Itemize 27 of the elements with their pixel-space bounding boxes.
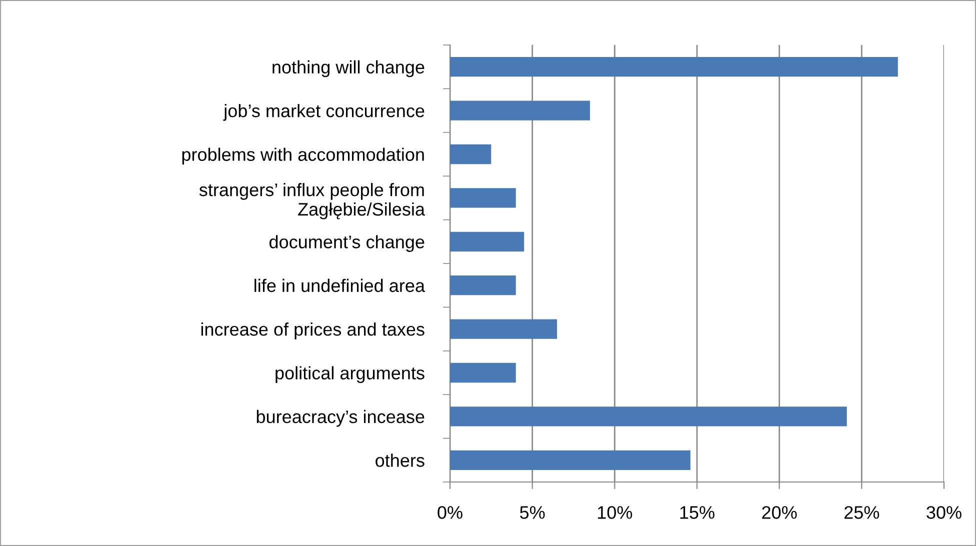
y-tick-label: increase of prices and taxes (201, 322, 424, 340)
bar (450, 406, 847, 426)
y-tick-label: others (376, 454, 424, 467)
x-tick-label: 30% (926, 506, 962, 519)
y-tick-label: document’s change (270, 235, 424, 252)
x-tick-label: 25% (844, 506, 880, 519)
bar (450, 450, 690, 470)
bar (450, 57, 898, 77)
x-tick-label: 10% (598, 506, 632, 519)
bar (450, 144, 492, 164)
x-tick-label: 0% (438, 506, 462, 519)
y-tick-label: nothing will change (272, 60, 424, 78)
bar (450, 362, 516, 383)
bar (450, 100, 590, 120)
x-tick-label: 5% (520, 506, 545, 519)
bar (450, 276, 516, 296)
x-tick-label: 15% (680, 506, 714, 519)
y-tick-label: life in undefinied area (254, 278, 426, 292)
bar (450, 232, 524, 252)
y-tick-label: political arguments (276, 366, 424, 384)
y-tick-label: strangers’ influx people from Zagłębie/Silesia (199, 182, 426, 220)
x-tick-label: 20% (762, 506, 797, 519)
y-tick-label: problems with accommodation (182, 148, 424, 165)
y-tick-label: job’s market concurrence (223, 104, 424, 121)
y-tick-label: bureacracy’s incease (256, 410, 424, 427)
bar (450, 319, 558, 339)
bar (450, 188, 516, 208)
